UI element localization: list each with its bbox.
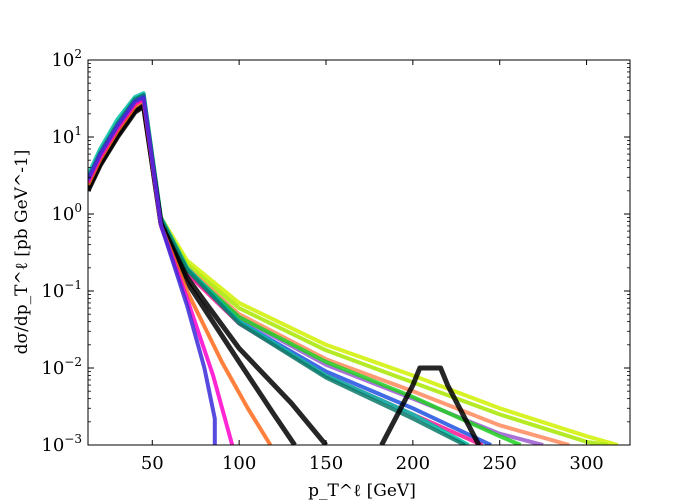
- x-tick-label: 100: [222, 453, 256, 474]
- x-axis-label: p_T^ℓ [GeV]: [308, 481, 416, 500]
- y-tick-label: 10−3: [41, 432, 82, 456]
- x-tick-label: 250: [483, 453, 517, 474]
- y-tick-label: 10−2: [41, 355, 82, 379]
- series-line-13: [88, 95, 217, 445]
- y-tick-label: 100: [51, 201, 82, 225]
- x-tick-label: 50: [141, 453, 164, 474]
- y-tick-label: 10−1: [41, 278, 82, 302]
- y-ticks: 10−3 10−2 10−1 100 101 102: [41, 47, 630, 456]
- series-line-2: [88, 95, 570, 445]
- series-line-14: [379, 365, 482, 445]
- x-tick-label: 150: [309, 453, 343, 474]
- y-tick-label: 101: [51, 124, 82, 148]
- series-line-1: [88, 93, 608, 445]
- y-tick-label: 102: [51, 47, 82, 71]
- series-line-3: [88, 94, 544, 445]
- series-line-5: [88, 96, 484, 445]
- series-line-0: [88, 93, 619, 445]
- y-axis-label: dσ/dp_T^ℓ [pb GeV^-1]: [12, 150, 32, 355]
- series-layer: [88, 91, 619, 445]
- x-ticks: 50 100 150 200 250 300: [141, 60, 604, 474]
- x-tick-label: 300: [569, 453, 603, 474]
- plot-frame: [87, 59, 631, 446]
- x-tick-label: 200: [396, 453, 430, 474]
